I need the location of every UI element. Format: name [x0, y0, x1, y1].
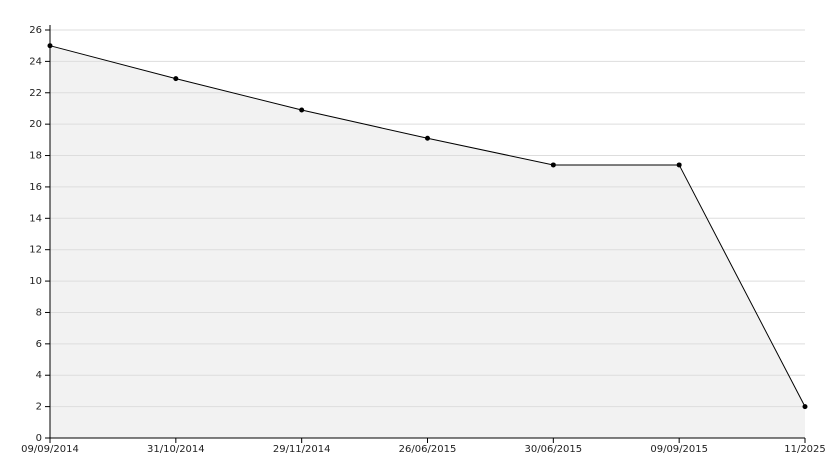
y-tick-label: 16 [29, 182, 42, 193]
y-tick-label: 22 [29, 88, 42, 99]
point [173, 76, 179, 82]
point [676, 162, 682, 168]
point [550, 162, 556, 168]
x-tick-label: 31/10/2014 [147, 444, 205, 455]
x-tick-label: 09/09/2015 [650, 444, 708, 455]
y-tick-label: 4 [36, 370, 42, 381]
y-tick-label: 18 [29, 151, 42, 162]
y-tick-label: 0 [36, 433, 42, 444]
y-tick-label: 2 [36, 402, 42, 413]
x-tick-label: 11/2025 [784, 444, 826, 455]
y-tick-label: 12 [29, 245, 42, 256]
y-tick-label: 20 [29, 119, 42, 130]
y-tick-label: 8 [36, 307, 42, 318]
x-tick-label: 09/09/2014 [21, 444, 79, 455]
y-tick-label: 10 [29, 276, 42, 287]
point [299, 107, 305, 113]
y-tick-label: 14 [29, 213, 42, 224]
point [802, 404, 808, 410]
x-tick-label: 26/06/2015 [399, 444, 457, 455]
x-tick-label: 30/06/2015 [525, 444, 583, 455]
x-tick-label: 29/11/2014 [273, 444, 331, 455]
area [50, 45, 805, 438]
point [425, 135, 430, 141]
y-tick-label: 6 [36, 339, 42, 350]
y-tick-label: 26 [29, 25, 42, 36]
y-tick-label: 24 [29, 56, 42, 67]
